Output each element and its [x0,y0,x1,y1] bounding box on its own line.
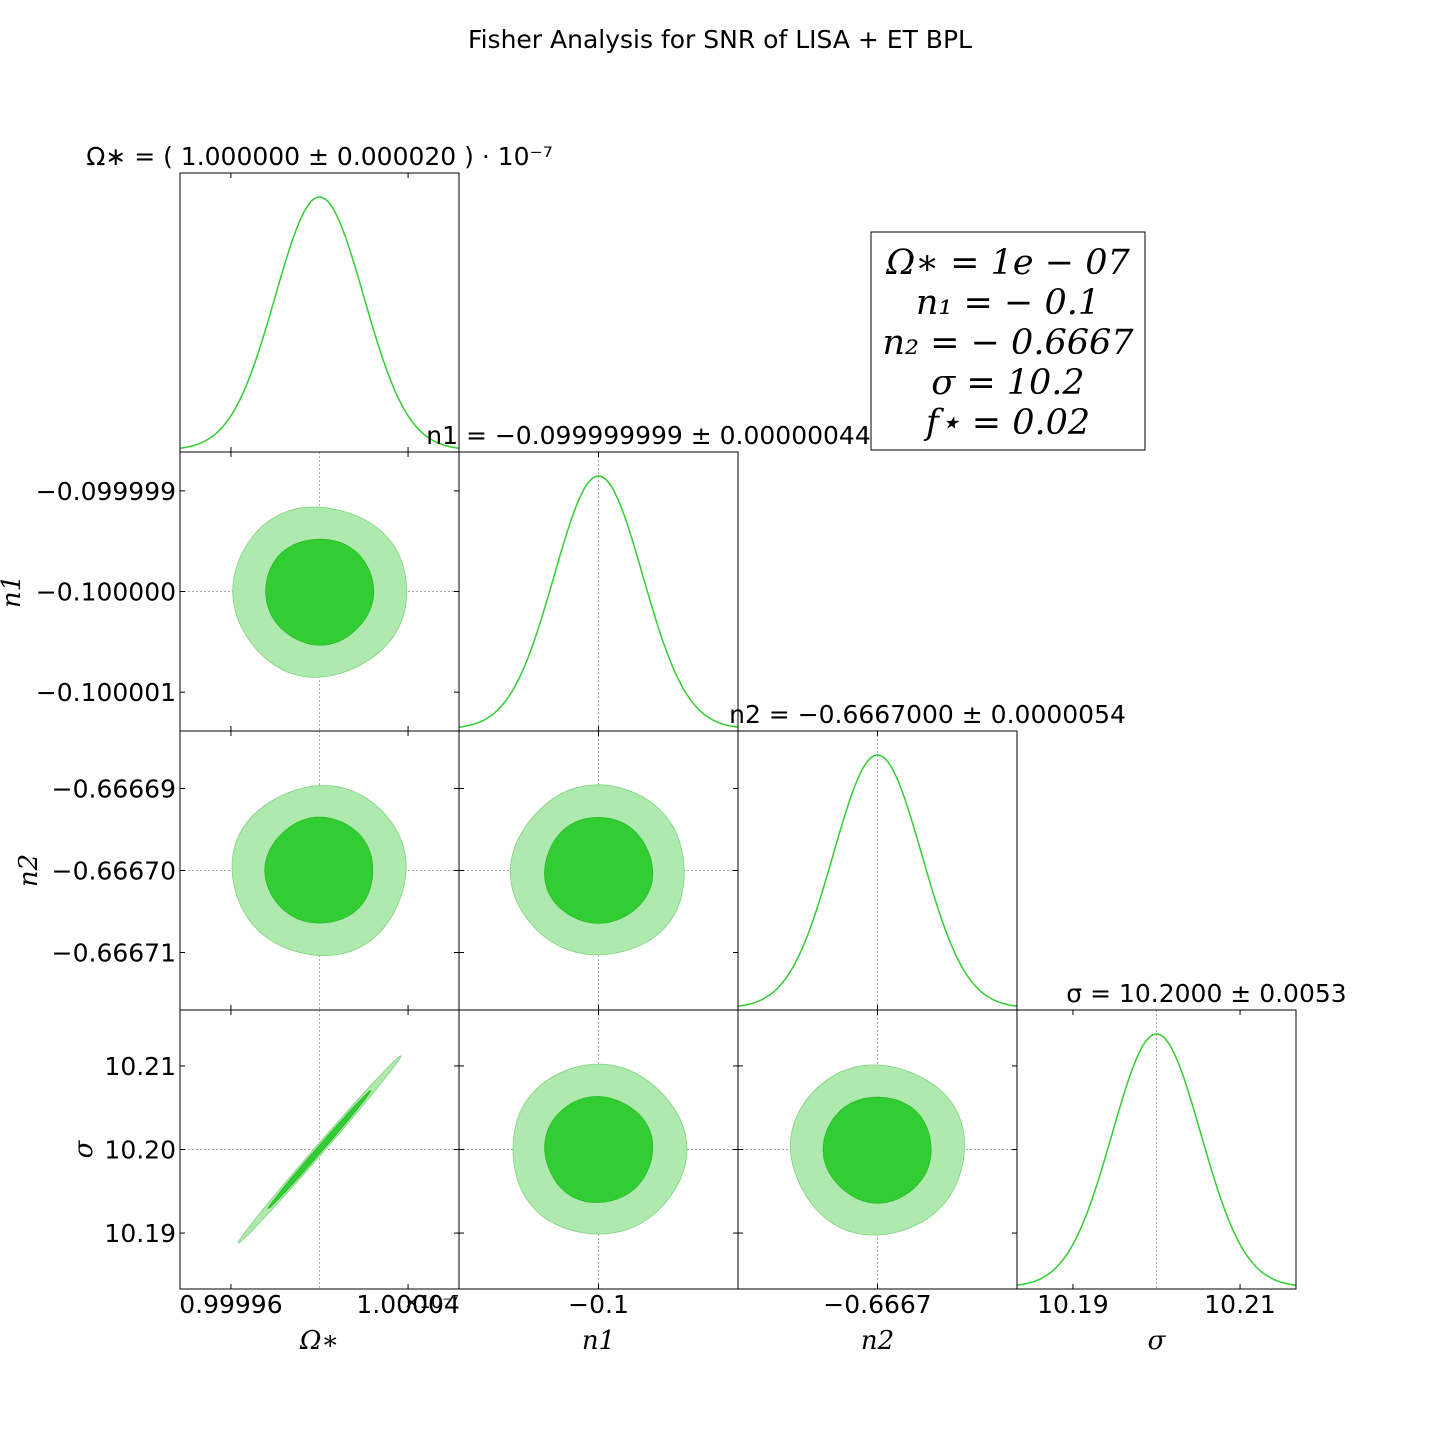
y-tick-label: −0.66669 [52,774,176,803]
marginal-title-3: σ = 10.2000 ± 0.0053 [1066,979,1346,1008]
y-axis-label-1: n1 [0,575,27,608]
y-axis-label-2: n2 [14,854,44,887]
x-offset-label: ×10⁻⁷ [404,1292,459,1313]
contour-1sigma [265,538,375,646]
marginal-curve-3 [1016,1033,1297,1286]
panel-2-2: n2 = −0.6667000 ± 0.0000054 [729,700,1126,1011]
fiducial-value-0: Ω∗ = 1e − 07 [885,243,1130,283]
y-axis-label-3: σ [69,1139,99,1158]
chart-title: Fisher Analysis for SNR of LISA + ET BPL [468,25,972,54]
panel-0-2 [179,730,460,1011]
x-axis-label-0: Ω∗ [299,1326,339,1356]
marginal-curve-0 [179,196,460,449]
panel-0-1 [179,451,460,732]
y-tick-label: 10.21 [104,1052,176,1081]
x-tick-label: 0.99996 [179,1290,282,1319]
y-tick-label: −0.100000 [36,578,176,607]
y-tick-label: −0.66671 [52,939,176,968]
panel-1-1: n1 = −0.099999999 ± 0.00000044 [426,421,871,732]
panel-1-3 [458,1009,739,1290]
marginal-title-2: n2 = −0.6667000 ± 0.0000054 [729,700,1126,729]
contour-1sigma [544,816,654,924]
marginal-title-1: n1 = −0.099999999 ± 0.00000044 [426,421,870,450]
marginal-curve-2 [737,754,1018,1007]
panel-frame [179,172,460,453]
y-tick-label: −0.100001 [36,678,176,707]
contour-1sigma [264,816,374,924]
x-tick-label: 1.00004 [356,1290,459,1319]
x-tick-label: −0.6667 [823,1290,931,1319]
y-tick-label: 10.19 [104,1219,176,1248]
x-tick-label: −0.1 [568,1290,629,1319]
fiducial-box-frame [870,231,1146,451]
panel-frame [1016,1009,1297,1290]
fiducial-value-4: f⋆ = 0.02 [923,403,1090,443]
contour-1sigma [822,1096,932,1204]
x-axis-label-2: n2 [861,1326,894,1356]
panel-2-3 [737,1009,1018,1290]
fiducial-value-2: n₂ = − 0.6667 [882,323,1134,363]
y-tick-label: −0.66670 [52,857,176,886]
fiducial-value-1: n₁ = − 0.1 [916,283,1100,323]
panel-0-0: Ω∗ = ( 1.000000 ± 0.000020 ) · 10⁻⁷ [86,142,553,453]
panel-3-3: σ = 10.2000 ± 0.0053 [1016,979,1347,1290]
y-tick-label: 10.20 [104,1136,176,1165]
panel-0-3 [179,1009,460,1290]
panel-1-2 [458,730,739,1011]
x-tick-label: 10.21 [1204,1290,1276,1319]
x-axis-label-3: σ [1148,1326,1167,1356]
marginal-curve-1 [458,475,739,728]
contour-1sigma [267,1089,372,1210]
x-tick-label: 10.19 [1037,1290,1109,1319]
y-tick-label: −0.099999 [36,477,176,506]
contour-1sigma [544,1096,654,1203]
fiducial-value-3: σ = 10.2 [931,363,1084,403]
x-axis-label-1: n1 [582,1326,615,1356]
marginal-title-0: Ω∗ = ( 1.000000 ± 0.000020 ) · 10⁻⁷ [86,142,553,171]
